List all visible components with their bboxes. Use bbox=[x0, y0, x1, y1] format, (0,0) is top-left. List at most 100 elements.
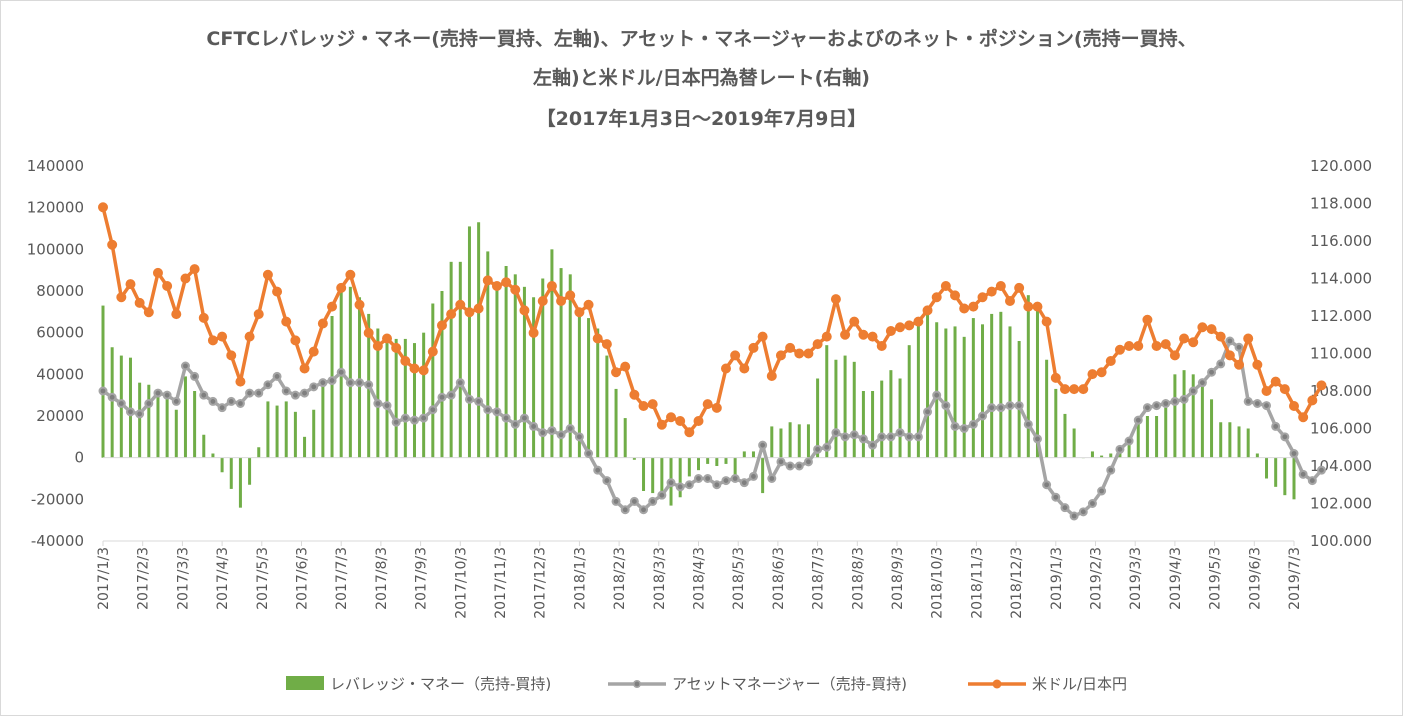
leveraged-money-bar bbox=[238, 457, 242, 508]
asset-manager-point-inner bbox=[1099, 488, 1105, 494]
asset-manager-point-inner bbox=[274, 374, 280, 379]
asset-manager-point-inner bbox=[439, 394, 445, 400]
asset-manager-point-inner bbox=[228, 399, 234, 404]
asset-manager-point-inner bbox=[714, 482, 720, 488]
usdjpy-point bbox=[620, 361, 631, 372]
asset-manager-point-inner bbox=[1080, 509, 1086, 515]
leveraged-money-bar bbox=[614, 388, 618, 458]
asset-manager-point-inner bbox=[238, 401, 243, 406]
left-tick-label: 40000 bbox=[36, 365, 84, 383]
usdjpy-point bbox=[217, 331, 228, 342]
usdjpy-point bbox=[1307, 395, 1318, 406]
asset-manager-point-inner bbox=[329, 378, 335, 383]
leveraged-money-bar bbox=[1274, 457, 1278, 487]
x-tick-label: 2018/6/3 bbox=[771, 547, 787, 610]
leveraged-money-bar bbox=[220, 457, 224, 473]
usdjpy-point bbox=[702, 399, 713, 410]
usdjpy-point bbox=[885, 326, 896, 336]
usdjpy-point bbox=[152, 267, 163, 278]
x-tick-label: 2017/9/3 bbox=[414, 547, 430, 610]
usdjpy-point bbox=[1179, 333, 1190, 344]
usdjpy-point bbox=[446, 309, 457, 320]
leveraged-money-bar bbox=[1246, 428, 1250, 458]
leveraged-money-bar bbox=[1155, 416, 1159, 458]
asset-manager-point-inner bbox=[833, 430, 839, 436]
usdjpy-point bbox=[739, 363, 750, 374]
x-tick-label: 2019/6/3 bbox=[1247, 547, 1263, 610]
usdjpy-point bbox=[482, 275, 493, 286]
asset-manager-point-inner bbox=[347, 380, 353, 386]
asset-manager-point-inner bbox=[613, 499, 619, 504]
usdjpy-point bbox=[1078, 384, 1089, 395]
left-tick-label: 100000 bbox=[27, 240, 84, 258]
leveraged-money-bar bbox=[788, 422, 792, 458]
usdjpy-point bbox=[693, 416, 704, 426]
usdjpy-point bbox=[1289, 401, 1299, 411]
x-tick-label: 2018/5/3 bbox=[731, 547, 747, 610]
leveraged-money-bar bbox=[587, 318, 591, 458]
asset-manager-point-inner bbox=[109, 394, 115, 400]
leveraged-money-bar bbox=[1228, 422, 1232, 458]
usdjpy-point bbox=[840, 329, 851, 340]
usdjpy-point bbox=[574, 307, 585, 318]
x-tick-label: 2018/9/3 bbox=[890, 547, 906, 610]
leveraged-money-bar bbox=[751, 451, 755, 458]
usdjpy-point bbox=[143, 307, 154, 318]
usdjpy-point bbox=[189, 264, 200, 275]
usdjpy-point bbox=[1133, 341, 1144, 351]
legend-label-asset-manager: アセットマネージャー（売持-買持) bbox=[672, 675, 907, 693]
leveraged-money-bar bbox=[440, 291, 444, 458]
x-tick-label: 2017/6/3 bbox=[295, 547, 311, 610]
leveraged-money-bar bbox=[1255, 453, 1259, 458]
left-tick-label: 20000 bbox=[36, 407, 84, 425]
left-tick-label: 140000 bbox=[27, 157, 84, 175]
usdjpy-point bbox=[1279, 384, 1290, 395]
usdjpy-point bbox=[757, 331, 768, 342]
asset-manager-point-inner bbox=[1035, 436, 1040, 442]
asset-manager-point-inner bbox=[366, 382, 372, 388]
asset-manager-point-inner bbox=[696, 476, 701, 481]
asset-manager-point-inner bbox=[100, 388, 106, 394]
usdjpy-point bbox=[409, 363, 420, 374]
leveraged-money-bar bbox=[284, 401, 288, 458]
asset-manager-point-inner bbox=[668, 480, 674, 486]
usdjpy-point bbox=[180, 273, 191, 284]
leveraged-money-bar bbox=[660, 457, 664, 500]
leveraged-money-bar bbox=[321, 382, 325, 458]
right-tick-label: 114.000 bbox=[1310, 270, 1372, 288]
asset-manager-point-inner bbox=[1291, 451, 1297, 456]
x-tick-label: 2018/8/3 bbox=[850, 547, 866, 610]
leveraged-money-bar bbox=[1219, 422, 1223, 458]
asset-manager-point-inner bbox=[888, 434, 894, 440]
right-tick-label: 112.000 bbox=[1310, 307, 1372, 325]
leveraged-money-bar bbox=[1127, 441, 1131, 458]
leveraged-money-bar bbox=[1237, 426, 1241, 458]
leveraged-money-bar bbox=[1283, 457, 1287, 496]
asset-manager-point-inner bbox=[897, 430, 903, 436]
usdjpy-point bbox=[821, 331, 832, 342]
usdjpy-point bbox=[354, 299, 365, 310]
usdjpy-point bbox=[730, 350, 741, 361]
usdjpy-point bbox=[107, 239, 118, 250]
asset-manager-point-inner bbox=[796, 463, 802, 469]
leveraged-money-bar bbox=[916, 320, 920, 458]
asset-manager-point-inner bbox=[192, 374, 198, 379]
leveraged-money-bar bbox=[449, 261, 453, 458]
x-tick-label: 2018/4/3 bbox=[692, 547, 708, 610]
leveraged-money-bar bbox=[935, 322, 939, 458]
x-tick-label: 2019/5/3 bbox=[1208, 547, 1224, 610]
asset-manager-point-inner bbox=[806, 459, 811, 465]
leveraged-money-bar bbox=[110, 347, 114, 458]
chart-title-line-3: 【2017年1月3日～2019年7月9日】 bbox=[536, 108, 867, 130]
usdjpy-point bbox=[125, 279, 136, 290]
asset-manager-point-inner bbox=[430, 407, 436, 413]
usdjpy-point bbox=[400, 356, 411, 366]
leveraged-money-bar bbox=[229, 457, 233, 489]
leveraged-money-bar bbox=[907, 345, 911, 458]
leveraged-money-bar bbox=[541, 278, 545, 458]
asset-manager-point-inner bbox=[677, 484, 683, 490]
asset-manager-point-inner bbox=[494, 409, 500, 415]
asset-manager-point-inner bbox=[778, 459, 784, 465]
asset-manager-point-inner bbox=[567, 426, 573, 431]
